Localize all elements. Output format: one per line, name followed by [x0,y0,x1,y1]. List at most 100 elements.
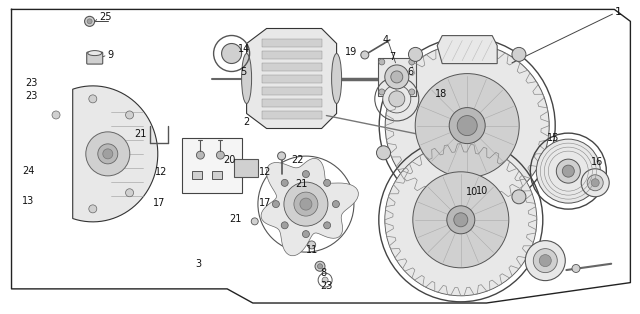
Text: 23: 23 [26,78,38,88]
Text: 23: 23 [26,91,38,101]
Circle shape [540,255,551,267]
Circle shape [294,192,318,216]
Polygon shape [262,99,322,106]
Polygon shape [262,51,322,58]
Text: 11: 11 [306,245,318,255]
Circle shape [536,139,600,203]
Ellipse shape [332,53,342,104]
Circle shape [300,198,312,210]
Text: 5: 5 [240,67,246,77]
Circle shape [361,51,369,59]
Text: 24: 24 [22,166,35,176]
Circle shape [317,264,323,269]
Text: 16: 16 [591,157,604,167]
Circle shape [221,44,242,63]
Circle shape [409,89,415,95]
Circle shape [273,201,280,208]
Text: 10: 10 [476,186,488,196]
Polygon shape [262,39,322,46]
Text: 23: 23 [320,281,332,291]
Text: 1: 1 [614,7,621,17]
Circle shape [449,108,485,143]
Text: 25: 25 [99,12,112,22]
Circle shape [415,73,519,178]
Polygon shape [262,74,322,83]
Polygon shape [246,29,337,128]
Text: 6: 6 [407,67,413,77]
Circle shape [278,152,285,160]
Text: 3: 3 [195,259,202,269]
Polygon shape [182,138,243,193]
Circle shape [457,116,477,136]
Circle shape [98,144,118,164]
Circle shape [591,179,599,187]
Text: 19: 19 [345,47,357,57]
Text: 14: 14 [238,44,250,54]
Circle shape [581,169,609,197]
Circle shape [379,89,385,95]
Ellipse shape [242,53,252,104]
Circle shape [408,47,422,62]
Circle shape [533,249,557,273]
Circle shape [525,241,565,281]
Circle shape [89,205,97,213]
Circle shape [391,71,403,83]
Circle shape [84,16,95,26]
Text: 18: 18 [435,89,447,99]
Text: 15: 15 [547,133,559,143]
Circle shape [196,151,204,159]
Text: 21: 21 [229,214,241,224]
Text: 13: 13 [22,196,35,206]
Circle shape [52,111,60,119]
Text: 20: 20 [223,155,236,165]
Circle shape [252,218,258,225]
Text: 7: 7 [389,52,396,62]
Circle shape [556,159,580,183]
Ellipse shape [88,51,102,56]
Polygon shape [73,86,158,222]
Circle shape [125,111,134,119]
Circle shape [385,144,537,296]
Text: 8: 8 [320,268,326,278]
Circle shape [385,44,549,208]
Circle shape [512,190,526,204]
Circle shape [86,132,130,176]
Polygon shape [262,62,322,71]
FancyBboxPatch shape [212,171,223,179]
Circle shape [588,175,604,191]
Circle shape [125,189,134,197]
FancyBboxPatch shape [234,159,259,177]
Circle shape [383,85,411,113]
Circle shape [385,65,409,89]
Circle shape [409,59,415,65]
Circle shape [413,172,509,268]
Circle shape [303,230,309,238]
Text: 22: 22 [291,154,304,165]
Circle shape [315,261,325,271]
FancyBboxPatch shape [193,171,202,179]
Text: 21: 21 [296,179,308,189]
Circle shape [322,277,328,283]
Text: 17: 17 [153,198,165,208]
Circle shape [376,146,390,160]
Text: 10: 10 [466,187,478,197]
Text: 9: 9 [108,50,114,60]
FancyBboxPatch shape [87,52,102,64]
Circle shape [572,264,580,273]
Polygon shape [262,86,322,95]
Circle shape [512,47,526,62]
Text: 17: 17 [259,198,271,208]
Circle shape [216,151,225,159]
Text: 21: 21 [134,129,147,139]
Text: 12: 12 [259,167,271,177]
Circle shape [447,206,475,234]
Text: 4: 4 [383,35,389,45]
Text: 2: 2 [243,117,250,127]
Circle shape [281,179,288,187]
Circle shape [281,222,288,229]
Circle shape [103,149,113,159]
Circle shape [389,91,405,107]
Polygon shape [262,111,322,118]
Polygon shape [261,158,358,256]
Polygon shape [378,58,416,96]
